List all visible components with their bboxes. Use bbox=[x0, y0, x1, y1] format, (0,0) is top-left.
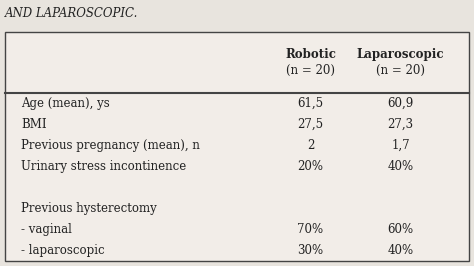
Text: BMI: BMI bbox=[21, 118, 47, 131]
Text: 61,5: 61,5 bbox=[297, 97, 324, 110]
Text: 60%: 60% bbox=[387, 223, 414, 236]
Text: - vaginal: - vaginal bbox=[21, 223, 72, 236]
Text: - laparoscopic: - laparoscopic bbox=[21, 244, 105, 257]
Text: Urinary stress incontinence: Urinary stress incontinence bbox=[21, 160, 187, 173]
Text: Previous pregnancy (mean), n: Previous pregnancy (mean), n bbox=[21, 139, 200, 152]
Text: (n = 20): (n = 20) bbox=[376, 64, 425, 77]
Bar bbox=[5, 32, 469, 261]
Text: Age (mean), ys: Age (mean), ys bbox=[21, 97, 110, 110]
Text: 70%: 70% bbox=[297, 223, 324, 236]
Text: 27,5: 27,5 bbox=[297, 118, 324, 131]
Text: 40%: 40% bbox=[387, 160, 414, 173]
Text: 30%: 30% bbox=[297, 244, 324, 257]
Text: Laparoscopic: Laparoscopic bbox=[357, 48, 444, 61]
Text: (n = 20): (n = 20) bbox=[286, 64, 335, 77]
Text: 1,7: 1,7 bbox=[391, 139, 410, 152]
Text: Previous hysterectomy: Previous hysterectomy bbox=[21, 202, 157, 215]
Text: 60,9: 60,9 bbox=[387, 97, 414, 110]
Text: 2: 2 bbox=[307, 139, 314, 152]
Text: 40%: 40% bbox=[387, 244, 414, 257]
Text: Robotic: Robotic bbox=[285, 48, 336, 61]
Text: 27,3: 27,3 bbox=[387, 118, 414, 131]
Text: 20%: 20% bbox=[298, 160, 323, 173]
Text: AND LAPAROSCOPIC.: AND LAPAROSCOPIC. bbox=[5, 7, 138, 20]
